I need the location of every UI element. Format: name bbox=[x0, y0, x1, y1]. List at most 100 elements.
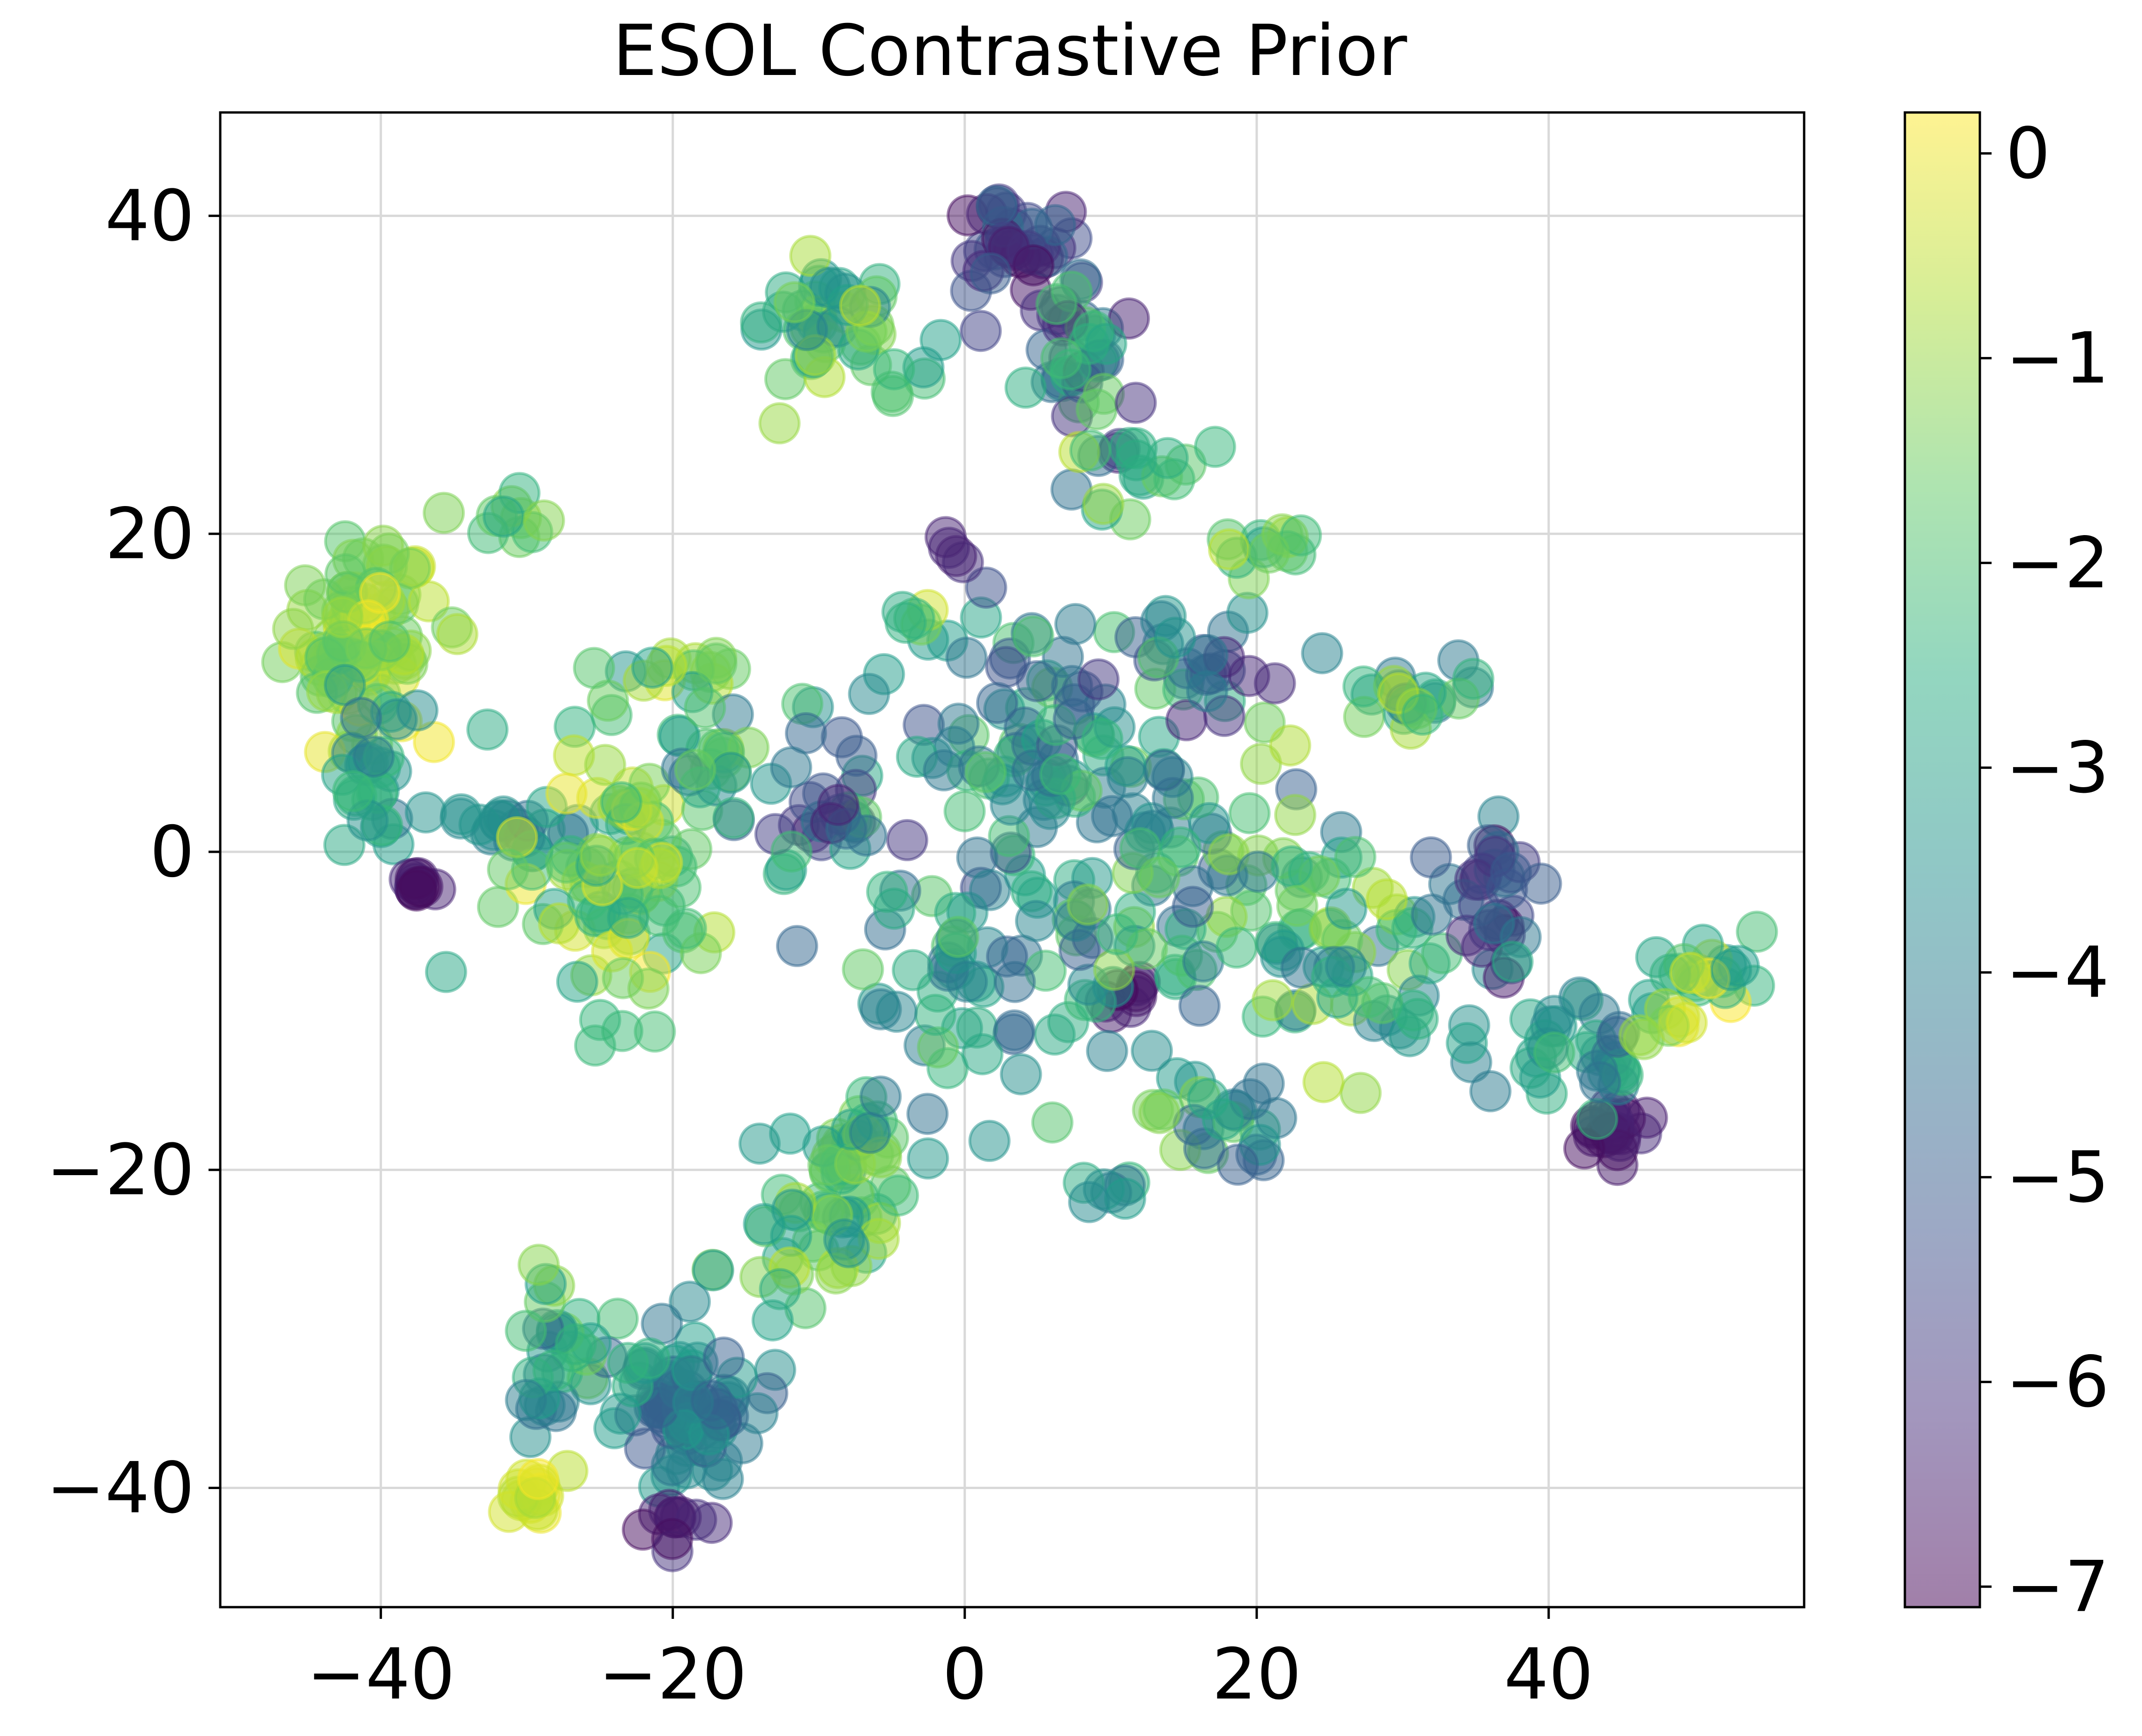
colorbar-tick-label: −4 bbox=[2006, 932, 2109, 1013]
data-point bbox=[1165, 699, 1208, 742]
data-point bbox=[425, 951, 467, 993]
data-point bbox=[332, 770, 374, 812]
data-point bbox=[1339, 1072, 1382, 1114]
data-point bbox=[1081, 718, 1124, 760]
data-point bbox=[1269, 724, 1312, 767]
data-point bbox=[574, 1024, 617, 1067]
data-point bbox=[1302, 1061, 1345, 1103]
colorbar-tick-label: −1 bbox=[2006, 318, 2109, 399]
colorbar-ticks: 0 −1 −2 −3 −4 −5 −6 −7 bbox=[1980, 113, 2109, 1628]
data-point bbox=[1075, 388, 1118, 431]
data-point bbox=[886, 819, 928, 862]
y-tick-label: 20 bbox=[105, 493, 194, 575]
data-point bbox=[1154, 617, 1196, 659]
data-point bbox=[1085, 322, 1127, 365]
data-point bbox=[436, 613, 478, 656]
x-tick-label: 40 bbox=[1504, 1634, 1593, 1715]
data-point bbox=[993, 961, 1036, 1003]
data-point bbox=[1000, 1053, 1042, 1095]
data-point bbox=[1202, 1098, 1244, 1140]
data-point bbox=[968, 1119, 1011, 1162]
data-point bbox=[1274, 794, 1317, 836]
data-point bbox=[1138, 856, 1180, 899]
x-tick-label: −20 bbox=[598, 1634, 747, 1715]
data-point bbox=[817, 783, 859, 826]
data-point bbox=[607, 1341, 649, 1384]
data-point bbox=[674, 748, 716, 791]
data-point bbox=[352, 735, 395, 778]
data-point bbox=[1366, 878, 1408, 921]
data-point bbox=[1035, 283, 1078, 326]
data-point bbox=[1138, 1092, 1181, 1134]
data-point bbox=[1228, 655, 1270, 697]
colorbar-tick-label: 0 bbox=[2006, 113, 2050, 194]
colorbar-tick-label: −7 bbox=[2006, 1546, 2109, 1628]
data-point bbox=[616, 847, 659, 889]
data-point bbox=[1533, 995, 1575, 1037]
x-tick-label: 20 bbox=[1212, 1634, 1301, 1715]
data-point bbox=[943, 790, 986, 833]
data-point bbox=[440, 793, 483, 835]
data-point bbox=[873, 348, 915, 391]
data-point bbox=[554, 1323, 597, 1365]
data-point bbox=[1015, 900, 1057, 942]
data-point bbox=[395, 869, 438, 912]
data-point bbox=[776, 925, 818, 968]
data-point bbox=[1086, 1029, 1128, 1072]
y-axis: −40 −20 0 20 40 bbox=[46, 176, 220, 1529]
data-point bbox=[914, 993, 956, 1036]
data-point bbox=[945, 636, 988, 679]
data-point bbox=[1208, 528, 1250, 571]
data-point bbox=[875, 991, 918, 1033]
data-point bbox=[368, 620, 411, 663]
data-point bbox=[907, 1137, 949, 1180]
data-point bbox=[1452, 657, 1494, 700]
data-point bbox=[272, 608, 314, 650]
x-tick-label: −40 bbox=[306, 1634, 455, 1715]
data-point bbox=[1052, 698, 1095, 740]
data-point bbox=[1031, 1101, 1074, 1144]
data-point bbox=[321, 596, 364, 639]
data-point bbox=[1039, 753, 1082, 796]
data-point bbox=[842, 948, 884, 991]
data-point bbox=[1410, 836, 1452, 879]
plot-area-frame bbox=[219, 111, 1806, 1609]
data-point bbox=[1042, 635, 1084, 678]
data-point bbox=[487, 848, 530, 891]
y-tick-label: 0 bbox=[150, 812, 194, 893]
data-point bbox=[835, 734, 878, 777]
data-point bbox=[579, 834, 622, 877]
data-point bbox=[651, 1518, 694, 1560]
data-point bbox=[545, 772, 588, 815]
data-point bbox=[324, 553, 367, 596]
data-point bbox=[884, 602, 927, 644]
data-point bbox=[505, 1310, 547, 1352]
data-point bbox=[1401, 693, 1444, 736]
data-point bbox=[873, 887, 916, 930]
x-tick-label: 0 bbox=[942, 1634, 987, 1715]
data-point bbox=[937, 916, 979, 958]
data-point bbox=[937, 702, 980, 745]
data-point bbox=[1301, 632, 1343, 675]
data-point bbox=[1669, 952, 1711, 994]
data-point bbox=[1251, 979, 1294, 1021]
data-point bbox=[466, 708, 509, 751]
data-point bbox=[1159, 826, 1202, 869]
data-point bbox=[1106, 756, 1149, 798]
data-point bbox=[695, 642, 738, 685]
data-point bbox=[1446, 1022, 1488, 1065]
colorbar-gradient bbox=[1905, 112, 1980, 1607]
data-point bbox=[505, 1379, 547, 1422]
data-point bbox=[935, 535, 978, 577]
data-point bbox=[1228, 792, 1271, 834]
data-point bbox=[1334, 836, 1377, 879]
data-point bbox=[892, 949, 934, 991]
data-point bbox=[1618, 1014, 1661, 1057]
data-point bbox=[975, 185, 1018, 227]
data-point bbox=[607, 896, 649, 939]
colorbar-tick-label: −5 bbox=[2006, 1137, 2109, 1218]
data-point bbox=[789, 235, 832, 277]
data-point bbox=[712, 797, 755, 839]
data-point bbox=[1665, 1001, 1708, 1044]
